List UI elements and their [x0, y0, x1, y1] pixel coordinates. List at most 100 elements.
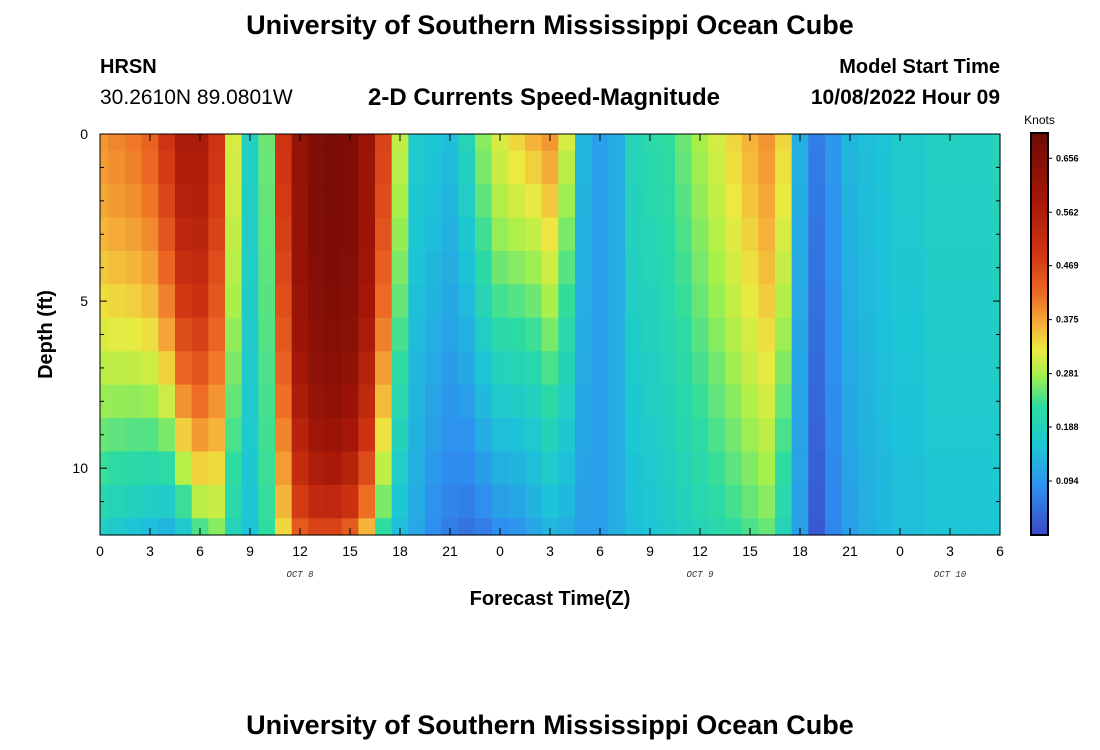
heatmap-cell	[941, 317, 959, 352]
heatmap-cell	[125, 317, 143, 352]
heatmap-cell	[491, 351, 509, 386]
heatmap-cell	[975, 384, 993, 419]
heatmap-cell	[408, 150, 426, 185]
heatmap-cell	[608, 518, 626, 536]
heatmap-cell	[541, 250, 559, 285]
heatmap-cell	[975, 217, 993, 252]
heatmap-cell	[175, 351, 193, 386]
heatmap-cell	[591, 284, 609, 319]
heatmap-cell	[100, 217, 109, 252]
heatmap-cell	[425, 451, 443, 486]
heatmap-cell	[275, 184, 293, 219]
heatmap-cell	[825, 484, 843, 519]
heatmap-cell	[508, 451, 526, 486]
heatmap-cell	[691, 217, 709, 252]
heatmap-cell	[408, 217, 426, 252]
heatmap-cell	[308, 134, 326, 152]
heatmap-cell	[125, 284, 143, 319]
date-label: OCT 10	[934, 570, 967, 580]
heatmap-cell	[508, 150, 526, 185]
heatmap-cell	[308, 384, 326, 419]
heatmap-cell	[308, 184, 326, 219]
heatmap-cell	[225, 351, 243, 386]
heatmap-cell	[708, 351, 726, 386]
heatmap-cell	[625, 418, 643, 453]
heatmap-cell	[725, 134, 743, 152]
heatmap-cell	[641, 518, 659, 536]
heatmap-cell	[341, 284, 359, 319]
heatmap-cell	[341, 150, 359, 185]
heatmap-cell	[875, 418, 893, 453]
heatmap-cell	[775, 384, 793, 419]
colorbar-tick-label: 0.281	[1056, 369, 1079, 379]
heatmap-cell	[375, 284, 393, 319]
heatmap-cell	[158, 134, 176, 152]
heatmap-cell	[891, 451, 909, 486]
heatmap-cell	[958, 134, 976, 152]
heatmap-cell	[100, 317, 109, 352]
heatmap-cell	[658, 418, 676, 453]
heatmap-cell	[441, 184, 459, 219]
heatmap-cell	[758, 250, 776, 285]
heatmap-cell	[100, 384, 109, 419]
heatmap-cell	[508, 184, 526, 219]
heatmap-cell	[725, 184, 743, 219]
heatmap-cell	[275, 250, 293, 285]
heatmap-cell	[791, 150, 809, 185]
heatmap-cell	[808, 250, 826, 285]
heatmap-cell	[541, 384, 559, 419]
heatmap-cell	[158, 184, 176, 219]
heatmap-cell	[175, 150, 193, 185]
heatmap-cell	[191, 150, 209, 185]
heatmap-cell	[158, 518, 176, 536]
heatmap-cell	[358, 418, 376, 453]
heatmap-cell	[408, 317, 426, 352]
heatmap-cell	[508, 484, 526, 519]
heatmap-cell	[925, 317, 943, 352]
heatmap-cell	[758, 184, 776, 219]
heatmap-cell	[541, 217, 559, 252]
heatmap-cell	[525, 418, 543, 453]
heatmap-cell	[791, 518, 809, 536]
heatmap-cell	[258, 250, 276, 285]
heatmap-cell	[641, 451, 659, 486]
heatmap-cell	[108, 351, 126, 386]
heatmap-cell	[625, 134, 643, 152]
heatmap-cell	[341, 134, 359, 152]
heatmap-cell	[791, 351, 809, 386]
heatmap-cell	[475, 184, 493, 219]
heatmap-cell	[925, 284, 943, 319]
heatmap-cell	[391, 184, 409, 219]
heatmap-cell	[208, 351, 226, 386]
heatmap-cell	[158, 351, 176, 386]
heatmap-cell	[875, 317, 893, 352]
heatmap-cell	[875, 217, 893, 252]
heatmap-cell	[508, 418, 526, 453]
heatmap-cell	[108, 484, 126, 519]
heatmap-cell	[658, 284, 676, 319]
x-tick-label: 0	[96, 543, 104, 559]
heatmap-cell	[291, 250, 309, 285]
heatmap-cell	[758, 284, 776, 319]
heatmap-cell	[741, 134, 759, 152]
heatmap-cell	[241, 150, 259, 185]
heatmap-cell	[391, 418, 409, 453]
heatmap-cell	[208, 150, 226, 185]
heatmap-cell	[191, 317, 209, 352]
heatmap-cell	[225, 284, 243, 319]
heatmap-cell	[391, 150, 409, 185]
heatmap-cell	[841, 518, 859, 536]
heatmap-cell	[708, 451, 726, 486]
x-tick-label: 3	[146, 543, 154, 559]
heatmap-cell	[175, 250, 193, 285]
y-tick-label: 5	[80, 293, 88, 309]
heatmap-cell	[291, 518, 309, 536]
heatmap-cell	[291, 418, 309, 453]
heatmap-cell	[125, 150, 143, 185]
heatmap-cell	[125, 351, 143, 386]
heatmap-cell	[958, 484, 976, 519]
heatmap-cell	[708, 284, 726, 319]
heatmap-cell	[758, 418, 776, 453]
heatmap-cell	[691, 518, 709, 536]
heatmap-cell	[925, 384, 943, 419]
